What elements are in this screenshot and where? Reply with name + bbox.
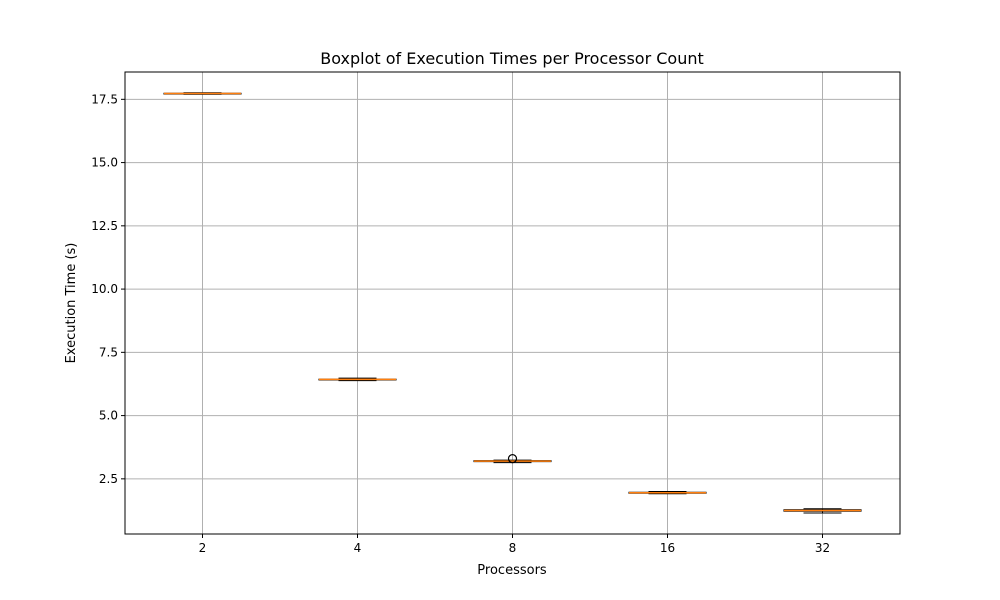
y-tick-label: 12.5 — [91, 219, 118, 233]
x-tick-label: 16 — [660, 541, 675, 555]
y-tick-label: 17.5 — [91, 92, 118, 106]
x-tick-label: 8 — [509, 541, 517, 555]
chart-title: Boxplot of Execution Times per Processor… — [320, 49, 704, 68]
outlier-point — [507, 454, 518, 464]
x-tick-label: 4 — [354, 541, 362, 555]
box-group-16 — [628, 490, 707, 495]
grid-layer — [125, 72, 900, 534]
y-tick-label: 2.5 — [99, 472, 118, 486]
ticks-layer: 2.5 5.0 7.5 10.0 12.5 15.0 17.5 2 4 8 16 32 — [91, 92, 830, 555]
y-axis-label: Execution Time (s) — [64, 243, 79, 364]
box-group-2 — [163, 92, 242, 95]
y-tick-label: 7.5 — [99, 345, 118, 359]
y-tick-label: 5.0 — [99, 409, 118, 423]
boxes-layer — [163, 92, 862, 514]
box-group-4 — [318, 377, 397, 382]
y-tick-label: 15.0 — [91, 156, 118, 170]
x-tick-label: 2 — [199, 541, 207, 555]
box-group-8 — [473, 454, 552, 464]
x-tick-label: 32 — [815, 541, 830, 555]
x-axis-label: Processors — [477, 563, 547, 578]
box-group-32 — [783, 508, 862, 514]
y-tick-label: 10.0 — [91, 282, 118, 296]
